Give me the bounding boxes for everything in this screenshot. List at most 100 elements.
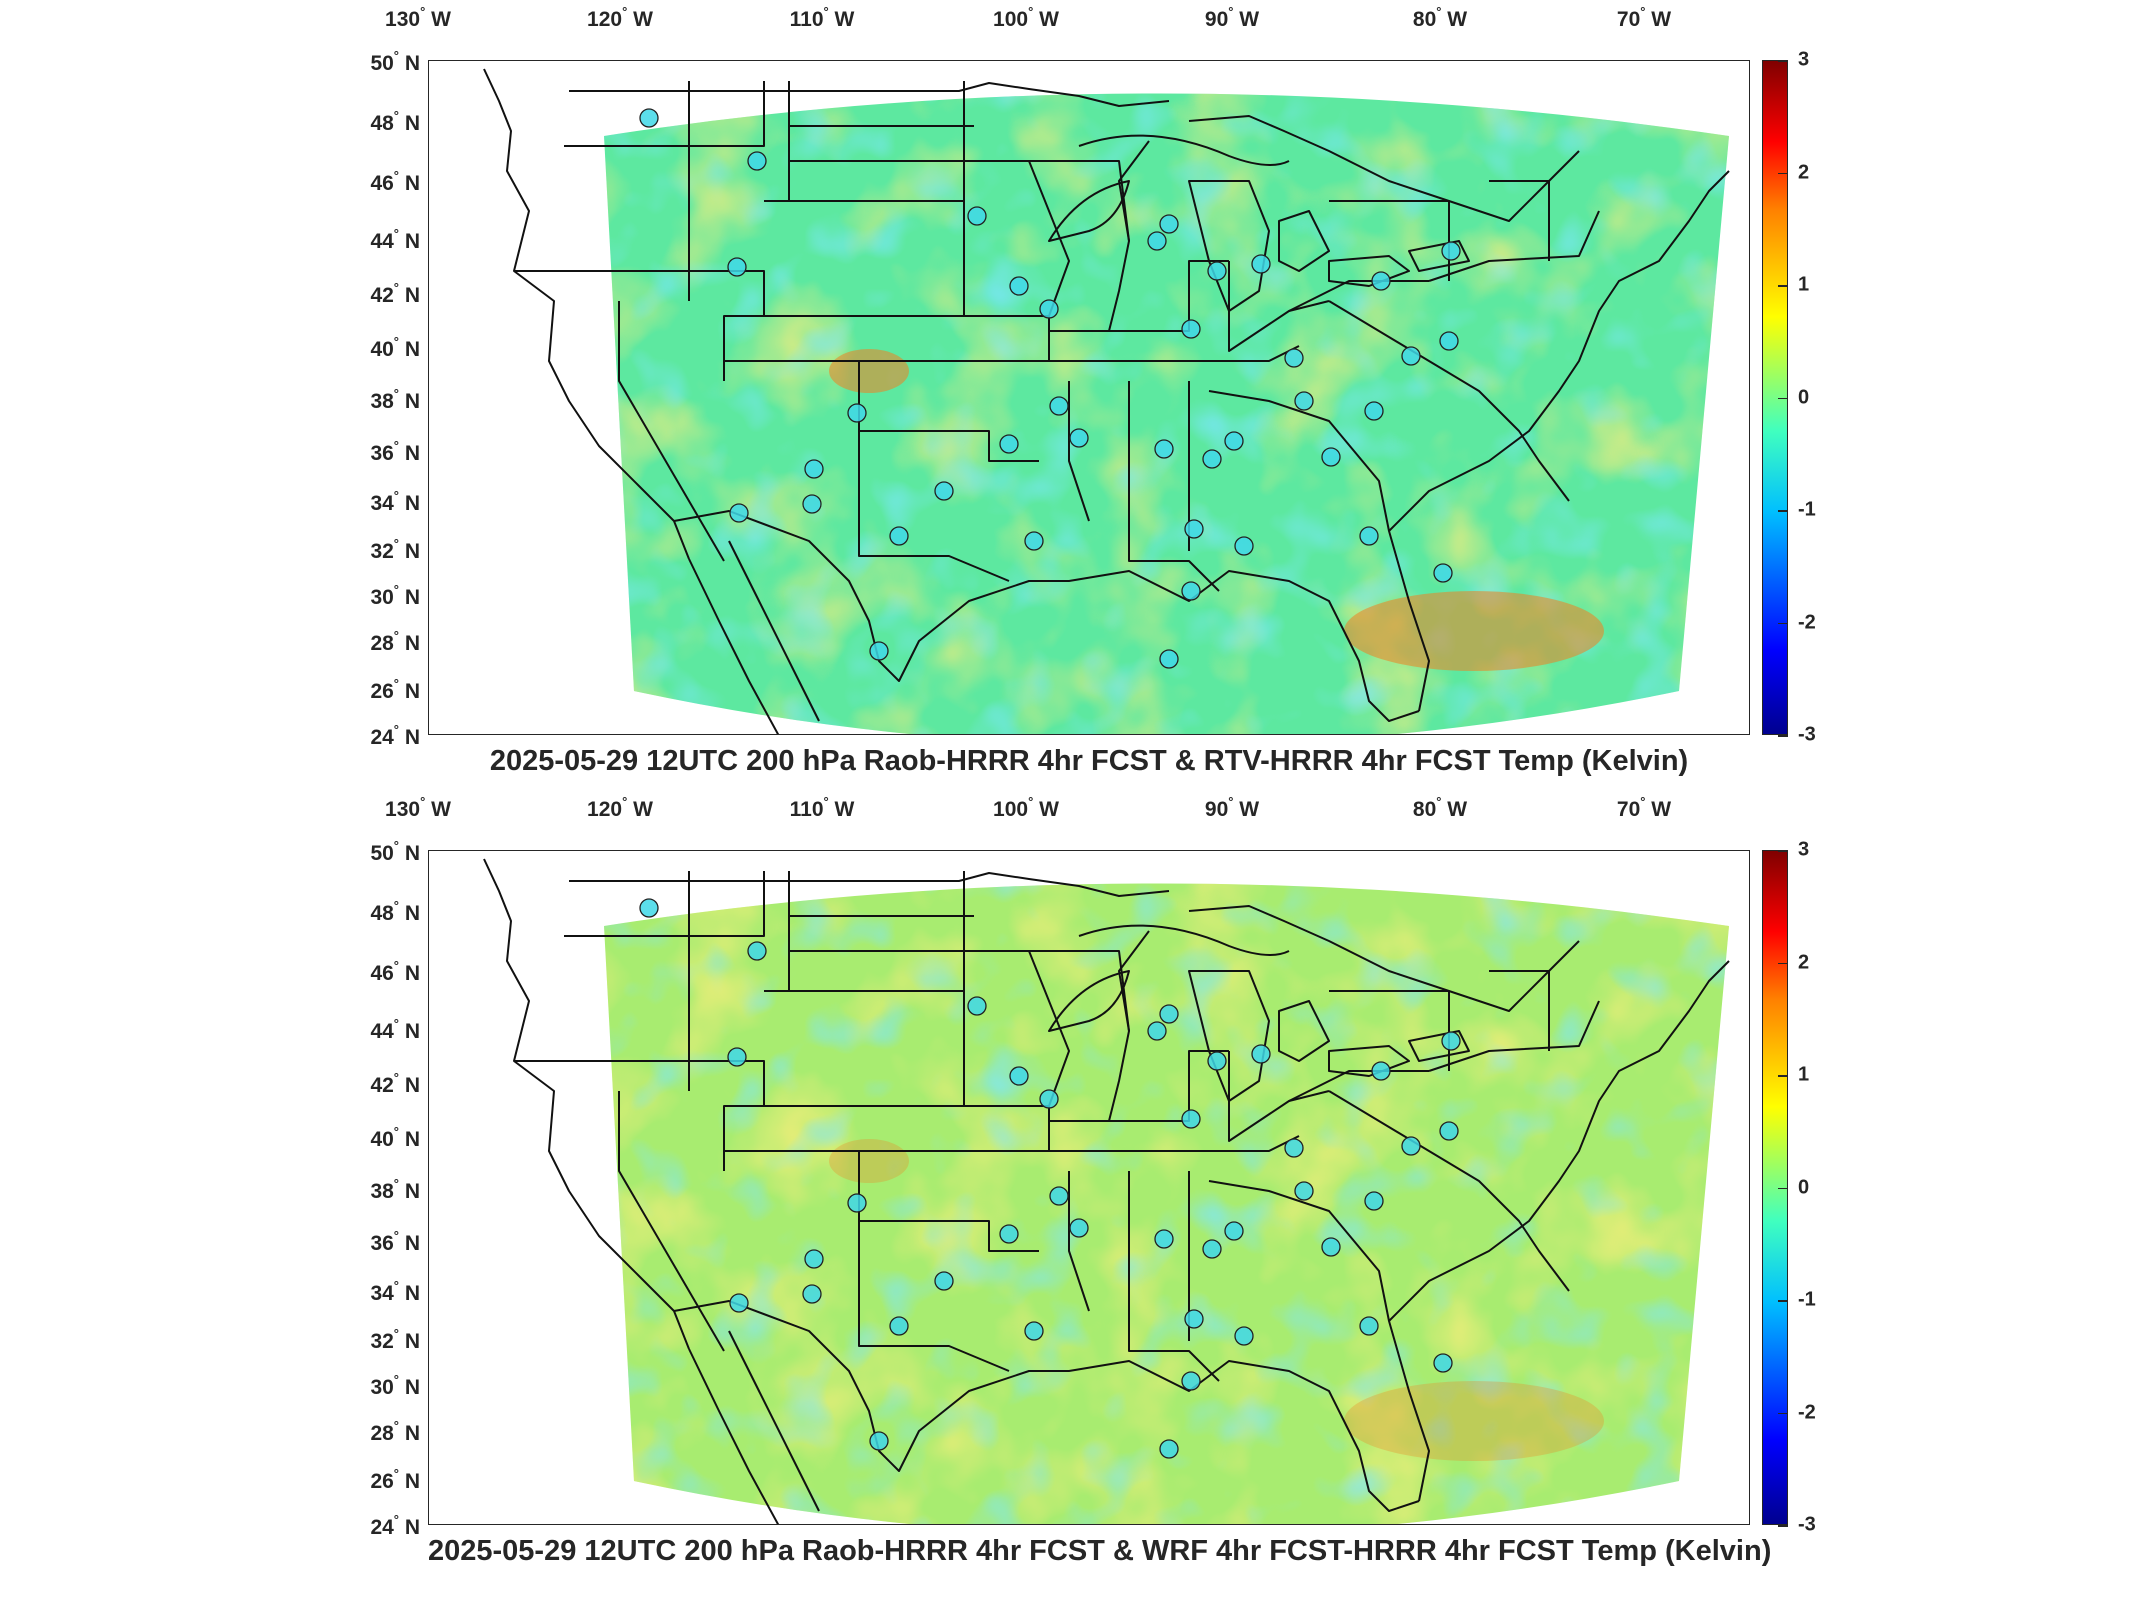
latitude-label: 28° N [370, 628, 420, 655]
colorbar-tick-mark [1778, 1187, 1788, 1189]
raob-station-marker [1147, 1021, 1167, 1041]
raob-station-marker [1433, 563, 1453, 583]
raob-station-marker [1439, 331, 1459, 351]
colorbar-tick-mark [1778, 850, 1788, 852]
raob-station-marker [999, 1224, 1019, 1244]
colorbar-tick-label: 1 [1798, 1063, 1810, 1086]
latitude-label: 46° N [370, 958, 420, 985]
raob-station-marker [1147, 231, 1167, 251]
raob-station-marker [1224, 431, 1244, 451]
raob-station-marker [1401, 346, 1421, 366]
longitude-label: 80° W [1412, 794, 1468, 821]
longitude-label: 90° W [1204, 794, 1260, 821]
raob-station-marker [1009, 276, 1029, 296]
raob-station-marker [1024, 1321, 1044, 1341]
raob-station-marker [1284, 348, 1304, 368]
colorbar-tick-mark [1778, 285, 1788, 287]
raob-station-marker [889, 1316, 909, 1336]
raob-station-marker [1069, 1218, 1089, 1238]
colorbar-tick-label: 0 [1798, 386, 1810, 408]
raob-station-marker [1294, 1181, 1314, 1201]
raob-station-marker [1234, 1326, 1254, 1346]
colorbar-tick-label: 3 [1798, 48, 1810, 71]
raob-station-marker [847, 1193, 867, 1213]
state-borders [483, 68, 1730, 734]
colorbar-tick-label: -2 [1798, 611, 1816, 633]
raob-station-marker [1234, 536, 1254, 556]
raob-station-marker [727, 1047, 747, 1067]
raob-station-marker [1039, 1089, 1059, 1109]
colorbar-tick-label: -2 [1798, 1401, 1816, 1423]
raob-station-marker [1184, 519, 1204, 539]
raob-station-marker [999, 434, 1019, 454]
raob-station-marker [747, 941, 767, 961]
raob-station-marker [1159, 1439, 1179, 1459]
longitude-label: 90° W [1204, 4, 1260, 31]
raob-station-marker [639, 108, 659, 128]
latitude-label: 28° N [370, 1418, 420, 1445]
raob-station-marker [727, 257, 747, 277]
bottom-map-panel: 2025-05-29 12UTC 200 hPa Raob-HRRR 4hr F… [0, 790, 2133, 1580]
colorbar-tick-mark [1778, 60, 1788, 62]
raob-station-marker [1207, 1051, 1227, 1071]
latitude-label: 44° N [370, 226, 420, 253]
latitude-label: 44° N [370, 1016, 420, 1043]
top-map-panel: 2025-05-29 12UTC 200 hPa Raob-HRRR 4hr F… [0, 0, 2133, 790]
latitude-label: 38° N [370, 386, 420, 413]
raob-station-marker [639, 898, 659, 918]
raob-station-marker [1364, 1191, 1384, 1211]
latitude-label: 34° N [370, 1278, 420, 1305]
colorbar-tick-mark [1778, 397, 1788, 399]
longitude-label: 120° W [587, 4, 653, 31]
model-field [604, 883, 1729, 1524]
raob-station-marker [1364, 401, 1384, 421]
raob-station-marker [1401, 1136, 1421, 1156]
raob-station-marker [1009, 1066, 1029, 1086]
raob-station-marker [1371, 1061, 1391, 1081]
raob-station-marker [1039, 299, 1059, 319]
longitude-label: 100° W [993, 4, 1059, 31]
longitude-label: 110° W [789, 4, 855, 31]
map-frame [428, 60, 1750, 735]
colorbar-tick-label: -3 [1798, 723, 1816, 746]
latitude-label: 46° N [370, 168, 420, 195]
raob-station-marker [1359, 526, 1379, 546]
raob-station-marker [1439, 1121, 1459, 1141]
colorbar-tick-mark [1778, 962, 1788, 964]
colorbar-tick-label: -1 [1798, 1288, 1816, 1311]
latitude-label: 24° N [370, 1512, 420, 1539]
latitude-label: 42° N [370, 280, 420, 307]
latitude-label: 36° N [370, 438, 420, 465]
latitude-label: 26° N [370, 676, 420, 703]
raob-station-marker [1049, 396, 1069, 416]
colorbar-tick-label: 0 [1798, 1176, 1810, 1198]
latitude-label: 32° N [370, 536, 420, 563]
raob-station-marker [967, 206, 987, 226]
colorbar-tick-label: 3 [1798, 838, 1810, 861]
raob-station-marker [1159, 1004, 1179, 1024]
longitude-label: 130° W [385, 794, 451, 821]
longitude-label: 130° W [385, 4, 451, 31]
raob-station-marker [1049, 1186, 1069, 1206]
raob-station-marker [1181, 1109, 1201, 1129]
latitude-label: 40° N [370, 1124, 420, 1151]
raob-station-marker [847, 403, 867, 423]
raob-station-marker [1371, 271, 1391, 291]
colorbar-tick-mark [1778, 1300, 1788, 1302]
raob-station-marker [1184, 1309, 1204, 1329]
raob-station-marker [1224, 1221, 1244, 1241]
raob-station-marker [1181, 581, 1201, 601]
raob-station-marker [1069, 428, 1089, 448]
raob-station-marker [1202, 449, 1222, 469]
latitude-label: 30° N [370, 1372, 420, 1399]
latitude-label: 24° N [370, 722, 420, 749]
longitude-label: 100° W [993, 794, 1059, 821]
latitude-label: 38° N [370, 1176, 420, 1203]
raob-station-marker [804, 1249, 824, 1269]
colorbar-tick-label: -3 [1798, 1513, 1816, 1536]
raob-station-marker [1441, 241, 1461, 261]
raob-station-marker [934, 481, 954, 501]
raob-station-marker [1321, 1237, 1341, 1257]
latitude-label: 30° N [370, 582, 420, 609]
raob-station-marker [1251, 1044, 1271, 1064]
